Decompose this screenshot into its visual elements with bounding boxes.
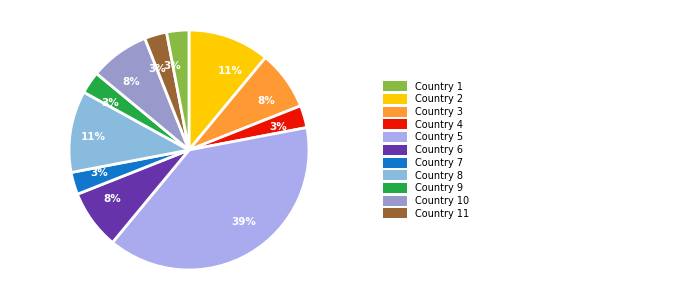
- Wedge shape: [145, 32, 189, 150]
- Wedge shape: [69, 92, 189, 172]
- Wedge shape: [189, 30, 265, 150]
- Wedge shape: [84, 74, 189, 150]
- Legend: Country 1, Country 2, Country 3, Country 4, Country 5, Country 6, Country 7, Cou: Country 1, Country 2, Country 3, Country…: [383, 81, 469, 219]
- Text: 3%: 3%: [148, 64, 166, 74]
- Wedge shape: [71, 150, 189, 194]
- Text: 8%: 8%: [104, 194, 121, 204]
- Text: 3%: 3%: [102, 98, 120, 108]
- Wedge shape: [78, 150, 189, 242]
- Text: 3%: 3%: [163, 61, 181, 71]
- Wedge shape: [167, 30, 189, 150]
- Text: 11%: 11%: [81, 132, 106, 142]
- Text: 8%: 8%: [257, 96, 274, 106]
- Wedge shape: [189, 58, 300, 150]
- Text: 3%: 3%: [270, 122, 288, 132]
- Wedge shape: [113, 128, 309, 270]
- Text: 3%: 3%: [90, 168, 108, 178]
- Wedge shape: [97, 38, 189, 150]
- Text: 11%: 11%: [218, 66, 242, 76]
- Wedge shape: [189, 106, 307, 150]
- Text: 8%: 8%: [122, 77, 139, 87]
- Text: 39%: 39%: [232, 217, 257, 227]
